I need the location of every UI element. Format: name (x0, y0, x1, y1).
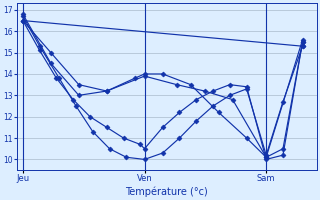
X-axis label: Température (°c): Température (°c) (125, 186, 208, 197)
